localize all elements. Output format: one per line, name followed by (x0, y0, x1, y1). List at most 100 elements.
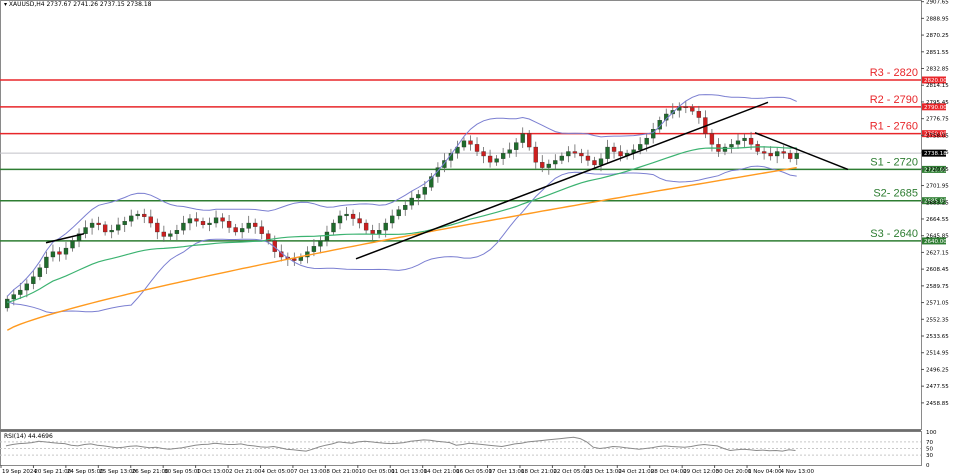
candle (481, 151, 486, 157)
candle (89, 222, 95, 228)
x-axis-tick: 23 Oct 13:00 (586, 469, 622, 475)
candle (442, 160, 447, 168)
candle (57, 251, 62, 255)
current-price-tag-text: 2738.18 (924, 151, 947, 157)
y-axis-tick: 2533.65 (926, 334, 949, 340)
candle (331, 222, 336, 233)
candle (788, 153, 793, 159)
x-axis-tick: 4 Nov 13:00 (780, 469, 814, 475)
candle (768, 153, 773, 157)
level-price-tag-text: 2790.00 (924, 105, 947, 111)
candle (546, 163, 551, 168)
candle (292, 258, 297, 261)
candle (540, 162, 545, 168)
y-axis-tick: 2608.45 (926, 267, 949, 273)
y-axis-tick: 2832.85 (926, 67, 949, 73)
candle (461, 140, 467, 148)
candle (651, 129, 656, 139)
x-axis-tick: 26 Sep 21:00 (132, 469, 169, 475)
level-price-tag (922, 237, 946, 245)
main-pane[interactable] (0, 0, 922, 430)
candle (96, 222, 101, 225)
candle (422, 187, 427, 195)
level-price-tag (922, 165, 946, 173)
bollinger-lower (7, 165, 797, 314)
candle (226, 221, 232, 228)
y-axis-tick: 2720.65 (926, 167, 949, 173)
candle (390, 215, 395, 224)
x-axis-tick: 30 Sep 05:00 (164, 469, 201, 475)
candle (102, 224, 108, 233)
candle (559, 155, 565, 161)
candle (579, 153, 584, 157)
candle (213, 217, 219, 224)
candle (174, 230, 180, 234)
candle (155, 222, 160, 233)
candle (11, 294, 16, 300)
x-axis-tick: 16 Oct 05:00 (456, 469, 492, 475)
candle (122, 221, 127, 225)
x-axis-tick: 2 Oct 21:00 (229, 469, 262, 475)
candle (318, 240, 323, 247)
candle (644, 137, 649, 145)
x-axis-tick: 8 Oct 21:00 (326, 469, 359, 475)
y-axis-tick: 2701.95 (926, 184, 949, 190)
candle (337, 215, 343, 224)
candle (161, 231, 167, 237)
candle (611, 146, 617, 152)
y-axis-tick: 2758.05 (926, 133, 949, 139)
y-axis-tick: 2458.85 (926, 401, 949, 407)
candle (468, 140, 473, 145)
trendline-small[interactable] (45, 233, 85, 244)
y-axis-tick: 2514.95 (926, 351, 949, 357)
candle (761, 151, 767, 154)
candle (259, 226, 264, 234)
candle (605, 146, 610, 159)
x-axis-tick: 10 Oct 05:00 (359, 469, 395, 475)
candle (363, 222, 369, 231)
level-price-tag-text: 2640.00 (924, 239, 947, 245)
candle (377, 230, 382, 234)
candle (116, 224, 121, 231)
candle (735, 140, 741, 145)
trendline-downtrend[interactable] (754, 132, 849, 171)
candle (396, 209, 401, 217)
level-price-tag-text: 2720.00 (924, 167, 947, 173)
candle (696, 111, 702, 118)
candle (748, 137, 754, 145)
level-price-tag-text: 2820.00 (924, 78, 947, 84)
collapse-triangle-icon: ▾ (4, 1, 9, 8)
candle (344, 213, 349, 217)
candle (429, 176, 434, 188)
rsi-axis-tick: 100 (926, 430, 937, 436)
x-axis-tick: 1 Oct 13:00 (197, 469, 230, 475)
level-label-r3: R3 - 2820 (870, 67, 918, 79)
candle (239, 228, 245, 233)
level-label-r1: R1 - 2760 (870, 121, 918, 133)
candle (253, 222, 258, 227)
level-label-s2: S2- 2685 (873, 188, 918, 200)
x-axis-tick: 30 Oct 20:00 (716, 469, 752, 475)
trendline-uptrend[interactable] (355, 101, 769, 260)
level-price-tag-text: 2760.00 (924, 132, 947, 138)
candle (566, 151, 571, 157)
y-axis-tick: 2477.55 (926, 384, 949, 390)
candle (455, 146, 460, 154)
level-price-tag (922, 103, 946, 111)
candle (350, 213, 356, 219)
y-axis-tick: 2683.25 (926, 200, 949, 206)
y-axis-tick: 2888.95 (926, 16, 949, 22)
y-axis-tick: 2645.85 (926, 234, 949, 240)
candle (409, 197, 414, 206)
rsi-axis-tick: 0 (926, 463, 930, 469)
x-axis-tick: 20 Sep 21:00 (34, 469, 71, 475)
candle (129, 215, 134, 222)
candle (200, 221, 206, 225)
candle (794, 153, 799, 159)
y-axis-tick: 2571.05 (926, 301, 949, 307)
candle (220, 217, 225, 222)
y-axis-tick: 2870.25 (926, 33, 949, 39)
rsi-label: RSI(14) 44.4696 (4, 433, 53, 440)
y-axis-tick: 2851.55 (926, 50, 949, 56)
